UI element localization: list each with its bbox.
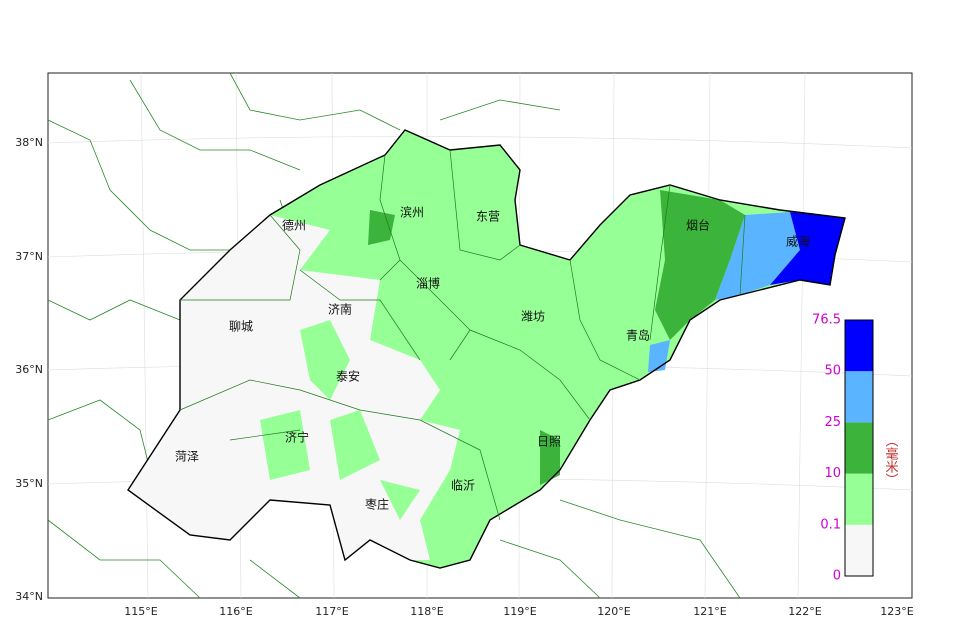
lat-label: 34°N xyxy=(15,590,43,603)
legend-title: （毫米） xyxy=(883,434,899,486)
lat-label: 38°N xyxy=(15,136,43,149)
legend-label: 0 xyxy=(833,569,841,584)
lon-label: 118°E xyxy=(410,605,443,618)
legend-frame xyxy=(844,319,874,577)
lat-label: 36°N xyxy=(15,363,43,376)
lat-label: 35°N xyxy=(15,477,43,490)
rain-patches xyxy=(260,320,420,520)
storm-rain xyxy=(770,212,845,285)
city-label: 青岛 xyxy=(626,328,650,343)
legend-swatch xyxy=(845,473,873,525)
legend-label: 50 xyxy=(824,364,841,379)
lat-label: 37°N xyxy=(15,250,43,263)
city-label: 烟台 xyxy=(686,218,710,233)
lon-label: 121°E xyxy=(693,605,726,618)
heavy-rain xyxy=(648,212,800,372)
city-label: 济南 xyxy=(328,302,352,317)
dry-area xyxy=(128,215,460,560)
legend-swatch xyxy=(845,320,873,372)
city-label: 威海 xyxy=(786,234,810,249)
city-label: 滨州 xyxy=(400,205,424,220)
legend-label: 76.5 xyxy=(812,313,841,328)
city-label: 临沂 xyxy=(451,479,475,493)
city-label: 潍坊 xyxy=(521,309,545,324)
lon-label: 115°E xyxy=(124,605,157,618)
legend-label: 10 xyxy=(824,466,841,481)
city-label: 淄博 xyxy=(416,276,440,291)
lon-label: 120°E xyxy=(597,605,630,618)
city-label: 泰安 xyxy=(336,369,360,384)
city-borders xyxy=(179,149,746,521)
legend-swatch xyxy=(845,422,873,474)
county-borders xyxy=(47,72,741,599)
legend-swatch xyxy=(845,524,873,576)
lon-label: 117°E xyxy=(315,605,348,618)
legend-label: 25 xyxy=(824,415,841,430)
city-label: 德州 xyxy=(282,218,306,233)
legend-swatch xyxy=(845,371,873,423)
moderate-rain xyxy=(368,190,745,485)
province-border xyxy=(127,129,846,569)
lon-label: 123°E xyxy=(880,605,913,618)
city-label: 枣庄 xyxy=(365,497,389,512)
city-label: 日照 xyxy=(537,435,561,449)
city-label: 济宁 xyxy=(285,430,309,445)
legend-label: 0.1 xyxy=(820,517,841,532)
lon-label: 122°E xyxy=(788,605,821,618)
city-label: 聊城 xyxy=(229,320,253,334)
city-label: 菏泽 xyxy=(175,450,199,464)
lon-label: 116°E xyxy=(219,605,252,618)
city-label: 东营 xyxy=(476,210,500,224)
lon-label: 119°E xyxy=(503,605,536,618)
